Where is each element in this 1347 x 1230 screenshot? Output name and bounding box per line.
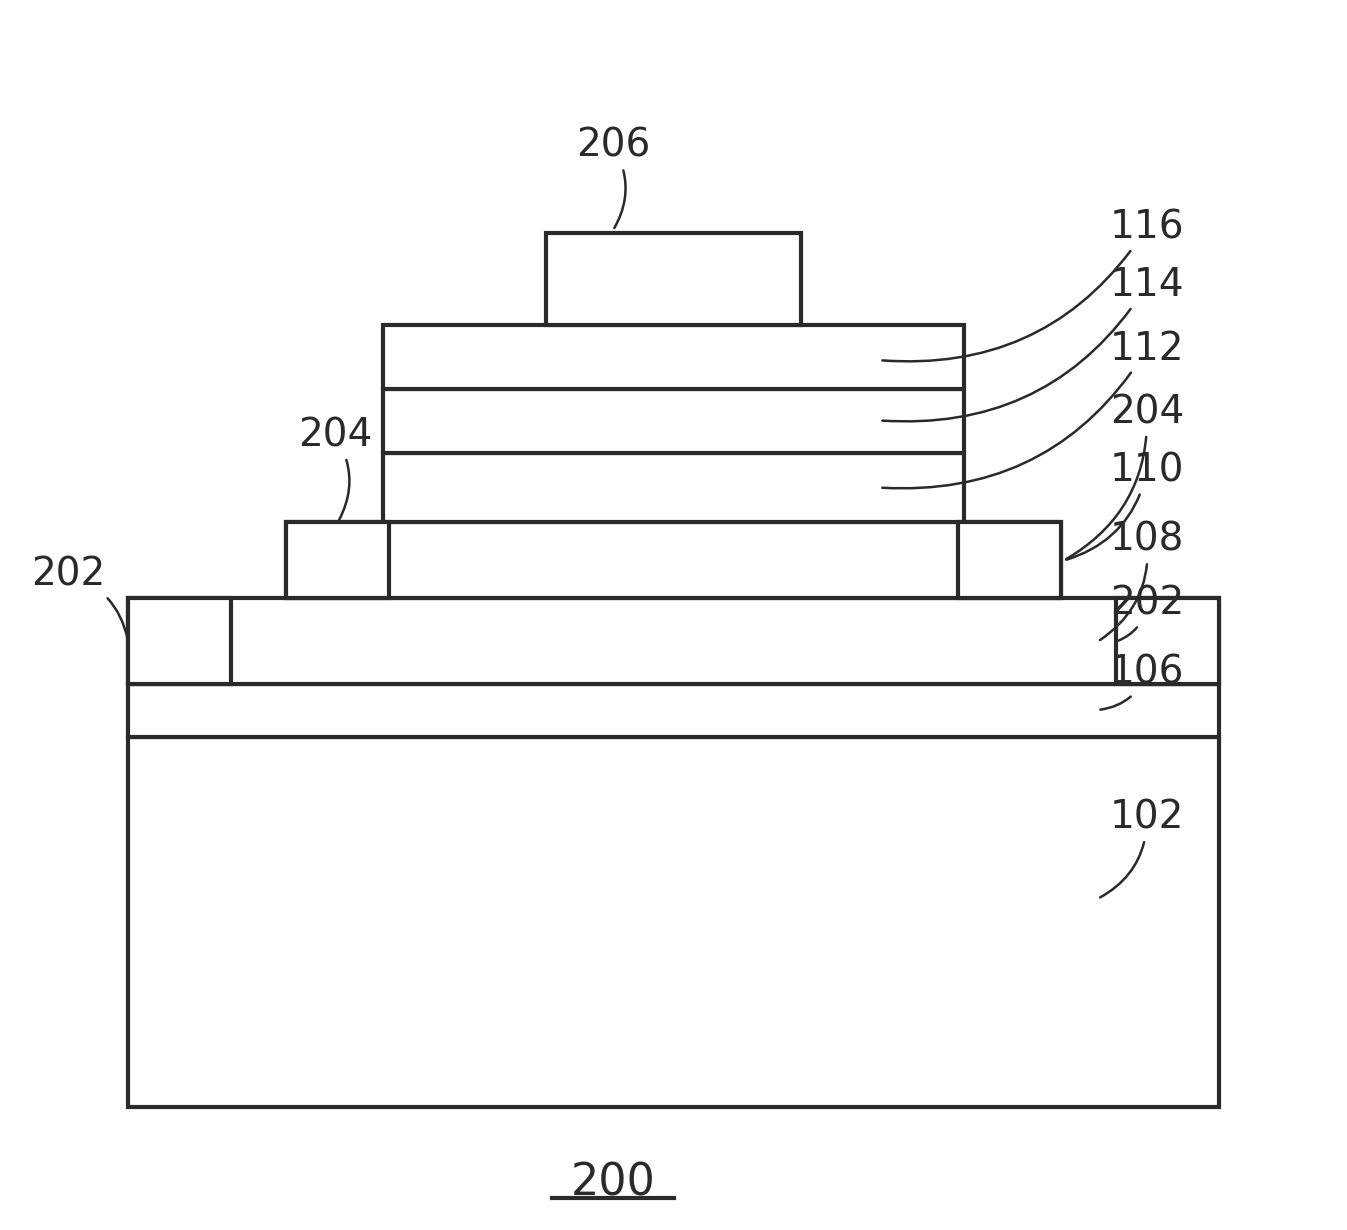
Bar [1115,598,1219,684]
Text: 116: 116 [882,208,1184,362]
Text: 204: 204 [298,417,372,520]
Text: 202: 202 [1110,584,1184,641]
Text: 202: 202 [31,556,128,638]
Bar [383,453,964,523]
Bar [383,389,964,453]
Bar [958,523,1061,598]
Text: 114: 114 [882,266,1184,422]
Text: 102: 102 [1100,798,1184,898]
Text: 206: 206 [575,127,651,228]
Text: 110: 110 [1067,451,1184,560]
Text: 204: 204 [1065,394,1184,560]
Bar [128,737,1219,1107]
Text: 108: 108 [1100,520,1184,640]
Bar [383,326,964,389]
Bar [128,598,1219,684]
Text: 112: 112 [882,330,1184,488]
Bar [128,684,1219,737]
Text: 106: 106 [1100,654,1184,710]
Bar [547,232,800,326]
Bar [286,523,1061,598]
Bar [128,598,232,684]
Bar [286,523,389,598]
Text: 200: 200 [571,1161,656,1204]
